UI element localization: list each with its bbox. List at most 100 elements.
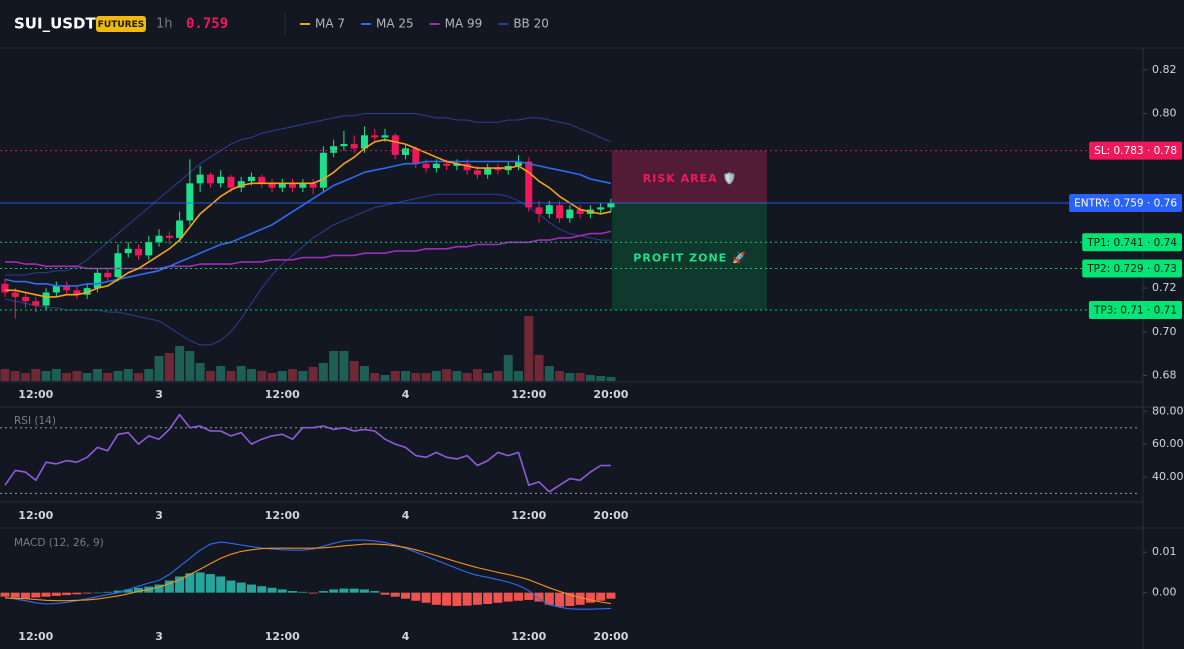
volume-bar bbox=[329, 351, 339, 381]
volume-bar bbox=[462, 373, 472, 381]
histogram-bar bbox=[82, 592, 92, 594]
volume-bar bbox=[41, 371, 51, 381]
volume-bar bbox=[134, 373, 144, 381]
histogram-bar bbox=[421, 592, 431, 603]
bb-lower bbox=[4, 193, 611, 346]
volume-bar bbox=[359, 366, 369, 381]
histogram-bar bbox=[103, 591, 113, 593]
candle-body bbox=[217, 176, 225, 184]
histogram-bar bbox=[0, 592, 10, 597]
candle-body bbox=[289, 183, 297, 188]
x-tick-label: 4 bbox=[402, 388, 410, 401]
candle-body bbox=[104, 272, 112, 278]
panel-title: RSI (14) bbox=[14, 415, 56, 427]
volume-bar bbox=[288, 369, 298, 381]
histogram-bar bbox=[92, 592, 102, 594]
level-label-bg bbox=[1088, 300, 1182, 319]
candle-body bbox=[494, 168, 502, 171]
x-tick-label: 3 bbox=[155, 388, 163, 401]
candle-body bbox=[155, 235, 163, 243]
histogram-bar bbox=[277, 589, 287, 593]
histogram-bar bbox=[401, 592, 411, 599]
candle-body bbox=[145, 242, 153, 256]
candle-body bbox=[360, 135, 368, 149]
volume-bar bbox=[175, 346, 185, 381]
candle-body bbox=[278, 183, 286, 188]
legend-label: MA 25 bbox=[376, 17, 414, 31]
legend-label: BB 20 bbox=[513, 17, 549, 31]
candle-body bbox=[371, 135, 379, 138]
histogram-bar bbox=[606, 592, 616, 599]
histogram-bar bbox=[493, 592, 503, 603]
candle-body bbox=[124, 248, 132, 254]
volume-bar bbox=[370, 373, 380, 381]
histogram-bar bbox=[113, 590, 123, 593]
candle-body bbox=[391, 135, 399, 155]
candle-body bbox=[309, 183, 317, 188]
y-tick-label: 0.68 bbox=[1152, 368, 1177, 381]
candle-body bbox=[340, 144, 348, 147]
histogram-bar bbox=[216, 576, 226, 593]
volume-bar bbox=[10, 371, 20, 381]
histogram-bar bbox=[31, 592, 41, 598]
volume-bar bbox=[113, 371, 123, 381]
volume-bar bbox=[339, 351, 349, 381]
candle-body bbox=[515, 161, 522, 166]
candle-body bbox=[22, 296, 30, 302]
volume-bar bbox=[62, 373, 72, 381]
histogram-bar bbox=[390, 592, 400, 597]
histogram-bar bbox=[288, 591, 298, 593]
histogram-bar bbox=[175, 576, 185, 593]
candle-body bbox=[1, 283, 9, 293]
volume-bar bbox=[216, 366, 226, 381]
histogram-bar bbox=[298, 591, 308, 593]
volume-bar bbox=[72, 371, 82, 381]
histogram-bar bbox=[195, 572, 205, 593]
zone-label: PROFIT ZONE 🚀 bbox=[633, 251, 746, 264]
level-label-bg bbox=[1089, 141, 1182, 160]
histogram-bar bbox=[359, 589, 369, 593]
bb-upper bbox=[5, 113, 612, 276]
candle-body bbox=[381, 135, 389, 138]
badge-bg bbox=[96, 16, 146, 32]
candle-body bbox=[350, 144, 358, 149]
candle-body bbox=[83, 288, 91, 295]
volume-bar bbox=[246, 369, 256, 381]
level-label-bg bbox=[1082, 233, 1182, 252]
y-tick-label: 60.00 bbox=[1152, 437, 1184, 450]
level-label: TP3: 0.71 · 0.71 bbox=[1093, 304, 1177, 316]
x-tick-label: 12:00 bbox=[18, 509, 53, 522]
volume-bar bbox=[565, 373, 575, 381]
histogram-bar bbox=[503, 592, 513, 602]
y-tick-label: 0.70 bbox=[1152, 325, 1177, 338]
volume-bar bbox=[349, 361, 359, 381]
histogram-bar bbox=[10, 592, 20, 598]
candle-body bbox=[93, 272, 101, 289]
histogram-bar bbox=[452, 592, 462, 606]
volume-bar bbox=[575, 373, 585, 381]
volume-bar bbox=[195, 363, 205, 381]
histogram-bar bbox=[267, 587, 277, 593]
level-label-bg bbox=[1069, 193, 1182, 212]
histogram-bar bbox=[72, 592, 82, 595]
volume-bar bbox=[123, 369, 133, 381]
histogram-bar bbox=[555, 592, 565, 607]
level-label-bg bbox=[1082, 259, 1182, 278]
x-tick-label: 12:00 bbox=[265, 630, 300, 643]
moving-average bbox=[5, 138, 612, 298]
candle-body bbox=[402, 148, 410, 155]
histogram-bar bbox=[185, 573, 195, 593]
histogram-bar bbox=[226, 580, 236, 593]
candle-body bbox=[237, 181, 245, 188]
volume-bar bbox=[472, 369, 482, 381]
volume-bar bbox=[585, 375, 595, 381]
candle-body bbox=[165, 235, 173, 238]
candle-body bbox=[319, 152, 327, 188]
histogram-bar bbox=[585, 592, 595, 603]
x-tick-label: 20:00 bbox=[593, 509, 628, 522]
histogram-bar bbox=[21, 592, 31, 599]
candle-body bbox=[535, 207, 543, 214]
histogram-bar bbox=[565, 592, 575, 606]
zone bbox=[612, 150, 767, 203]
